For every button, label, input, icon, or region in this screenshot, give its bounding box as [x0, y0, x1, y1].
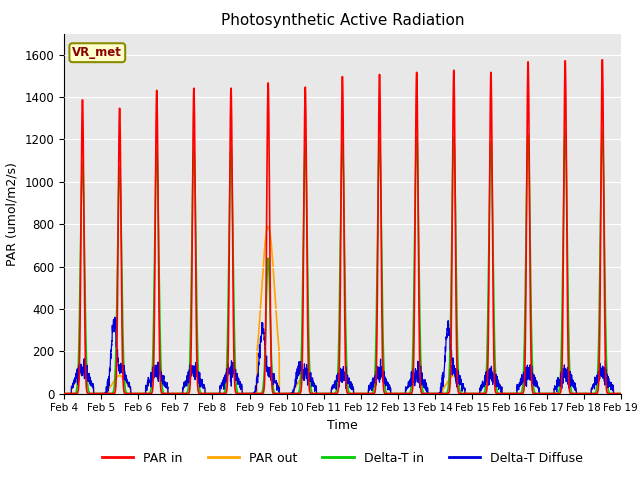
X-axis label: Time: Time	[327, 419, 358, 432]
Y-axis label: PAR (umol/m2/s): PAR (umol/m2/s)	[6, 162, 19, 265]
Text: VR_met: VR_met	[72, 46, 122, 59]
Title: Photosynthetic Active Radiation: Photosynthetic Active Radiation	[221, 13, 464, 28]
Legend: PAR in, PAR out, Delta-T in, Delta-T Diffuse: PAR in, PAR out, Delta-T in, Delta-T Dif…	[97, 447, 588, 469]
